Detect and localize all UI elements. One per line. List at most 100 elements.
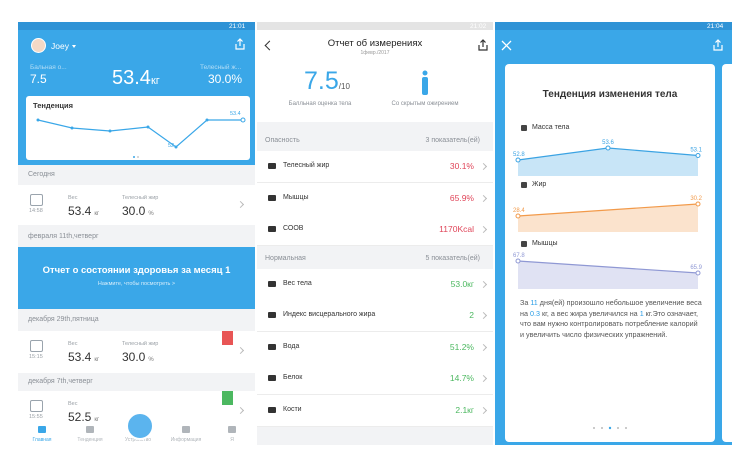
entry-time: 14:58 [29, 208, 43, 214]
user-name[interactable]: Joey [51, 41, 69, 51]
banner-hint: Нажмите, чтобы посмотреть > [97, 281, 176, 287]
data-point [515, 157, 521, 163]
report-banner[interactable] [18, 247, 255, 309]
chart-label: Масса тела [532, 124, 570, 131]
entry-fat: 30.0% [122, 202, 154, 220]
score-max: /10 [338, 82, 350, 91]
data-label: 53.6 [602, 140, 614, 146]
area-fill [518, 148, 698, 176]
entry-row[interactable] [18, 331, 255, 371]
weight-label: Вес [68, 401, 78, 407]
nav-icon[interactable] [182, 426, 190, 433]
trend-line [517, 260, 699, 274]
metric-row[interactable] [257, 151, 493, 183]
score-value: 7.5 [304, 67, 339, 95]
body-type: Со скрытым ожирением [391, 101, 459, 107]
summary-part: 11 [530, 298, 538, 307]
weight-label: Вес [68, 195, 78, 201]
area-fill [518, 261, 698, 289]
summary-part: 1 [639, 308, 644, 318]
fat-label: Телесный жир [122, 195, 159, 201]
next-card[interactable] [722, 64, 732, 442]
close-button[interactable] [501, 40, 512, 51]
metric-row[interactable] [257, 214, 493, 246]
metric-name: Мышцы [283, 193, 309, 201]
nav-icon[interactable] [86, 426, 94, 433]
status-time: 21:02 [470, 23, 487, 30]
nav-label[interactable]: Информация [170, 437, 202, 443]
trend-title: Тенденция изменения тела [542, 89, 678, 100]
fat-value: 30.0% [208, 72, 243, 86]
weight-header: 53.4кг [112, 67, 160, 90]
share-icon[interactable] [234, 38, 246, 50]
trend-line [517, 203, 699, 217]
date-strip [18, 373, 255, 391]
metric-value: 2 [469, 310, 474, 320]
metric-name: Телесный жир [283, 162, 330, 169]
metric-icon [268, 312, 276, 318]
entry-fat: 30.0% [122, 348, 154, 366]
weight-label: Вес [68, 341, 78, 347]
metric-value: 1170Kcal [439, 224, 474, 234]
weight-value: 52.5 [68, 410, 92, 424]
banner-title: Отчет о состоянии здоровья за месяц 1 [42, 265, 231, 276]
data-label: 65.9 [690, 265, 702, 271]
share-icon[interactable] [477, 39, 489, 51]
weight-value: 53.4 [68, 350, 92, 364]
weight-value: 53.4 [68, 204, 92, 218]
entry-weight: 52.5 кг [68, 408, 99, 426]
nav-label[interactable]: Устройство [124, 437, 152, 443]
fat-value: 30.0 [122, 350, 146, 364]
trend-min-label: 52 [168, 143, 175, 149]
score-label: Бальная о... [30, 64, 67, 71]
metric-row[interactable] [257, 394, 493, 427]
data-label: 53.1 [690, 148, 702, 154]
body-icon [422, 70, 428, 95]
nav-label[interactable]: Тенденция [77, 437, 103, 443]
status-bar [257, 22, 493, 30]
weight-unit: кг [94, 357, 100, 363]
device-button[interactable] [126, 412, 154, 440]
fat-value: 30.0 [122, 204, 146, 218]
data-point [605, 145, 611, 151]
date-label: декабря 7th,четверг [28, 378, 93, 385]
note-badge[interactable] [222, 391, 233, 405]
fat-label: Телесный жир [122, 341, 159, 347]
date-strip [18, 309, 255, 331]
metric-name: Индекс висцерального жира [283, 311, 376, 318]
group-name: Нормальная [265, 254, 306, 262]
nav-label[interactable]: Я [230, 437, 234, 443]
data-point [515, 213, 521, 219]
data-point [695, 201, 701, 207]
metric-icon [268, 163, 276, 169]
report-date: 1февр./2017 [360, 50, 390, 56]
report-header [257, 22, 493, 122]
entry-weight: 53.4 кг [68, 202, 99, 220]
weight-unit: кг [150, 75, 160, 87]
nav-icon[interactable] [38, 426, 46, 433]
page-dots [593, 426, 627, 430]
metric-name: Кости [283, 405, 302, 413]
fat-unit: % [148, 357, 154, 363]
avatar[interactable] [31, 38, 46, 53]
nav-icon[interactable] [228, 426, 236, 433]
status-time: 21:04 [707, 23, 724, 30]
metric-name: Вода [283, 342, 300, 350]
entry-row[interactable] [18, 185, 255, 225]
report-title: Отчет об измерениях [327, 38, 423, 49]
metric-name: Вес тела [283, 279, 312, 287]
scale-icon [30, 340, 43, 352]
date-label: февраля 11th,четверг [28, 233, 99, 240]
nav-label[interactable]: Главная [32, 437, 52, 443]
entry-time: 15:55 [29, 414, 43, 420]
note-badge[interactable] [222, 331, 233, 345]
chart-icon [521, 125, 527, 131]
date-label: декабря 29th,пятница [28, 316, 99, 323]
data-label: 30.2 [690, 196, 702, 202]
share-icon[interactable] [712, 39, 724, 51]
data-point [695, 270, 701, 276]
summary-part: дня(ей) произошло небольшое увеличение в… [520, 298, 702, 318]
